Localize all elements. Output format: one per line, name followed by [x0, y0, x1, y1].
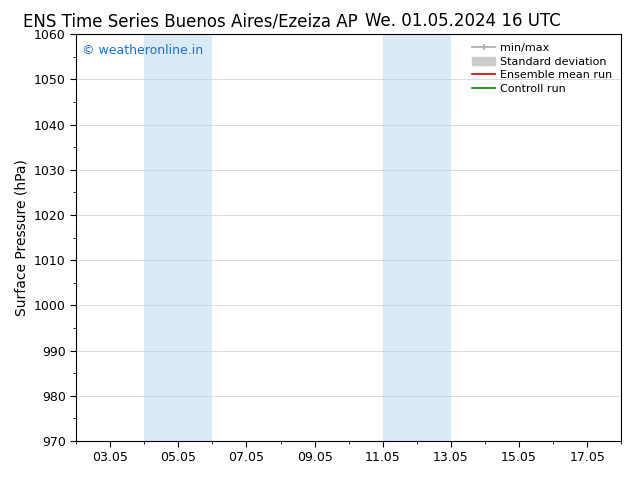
Text: © weatheronline.in: © weatheronline.in — [82, 45, 203, 57]
Y-axis label: Surface Pressure (hPa): Surface Pressure (hPa) — [14, 159, 29, 316]
Legend: min/max, Standard deviation, Ensemble mean run, Controll run: min/max, Standard deviation, Ensemble me… — [469, 40, 616, 97]
Text: We. 01.05.2024 16 UTC: We. 01.05.2024 16 UTC — [365, 12, 560, 30]
Text: ENS Time Series Buenos Aires/Ezeiza AP: ENS Time Series Buenos Aires/Ezeiza AP — [23, 12, 358, 30]
Bar — [383, 34, 451, 441]
Bar — [144, 34, 212, 441]
